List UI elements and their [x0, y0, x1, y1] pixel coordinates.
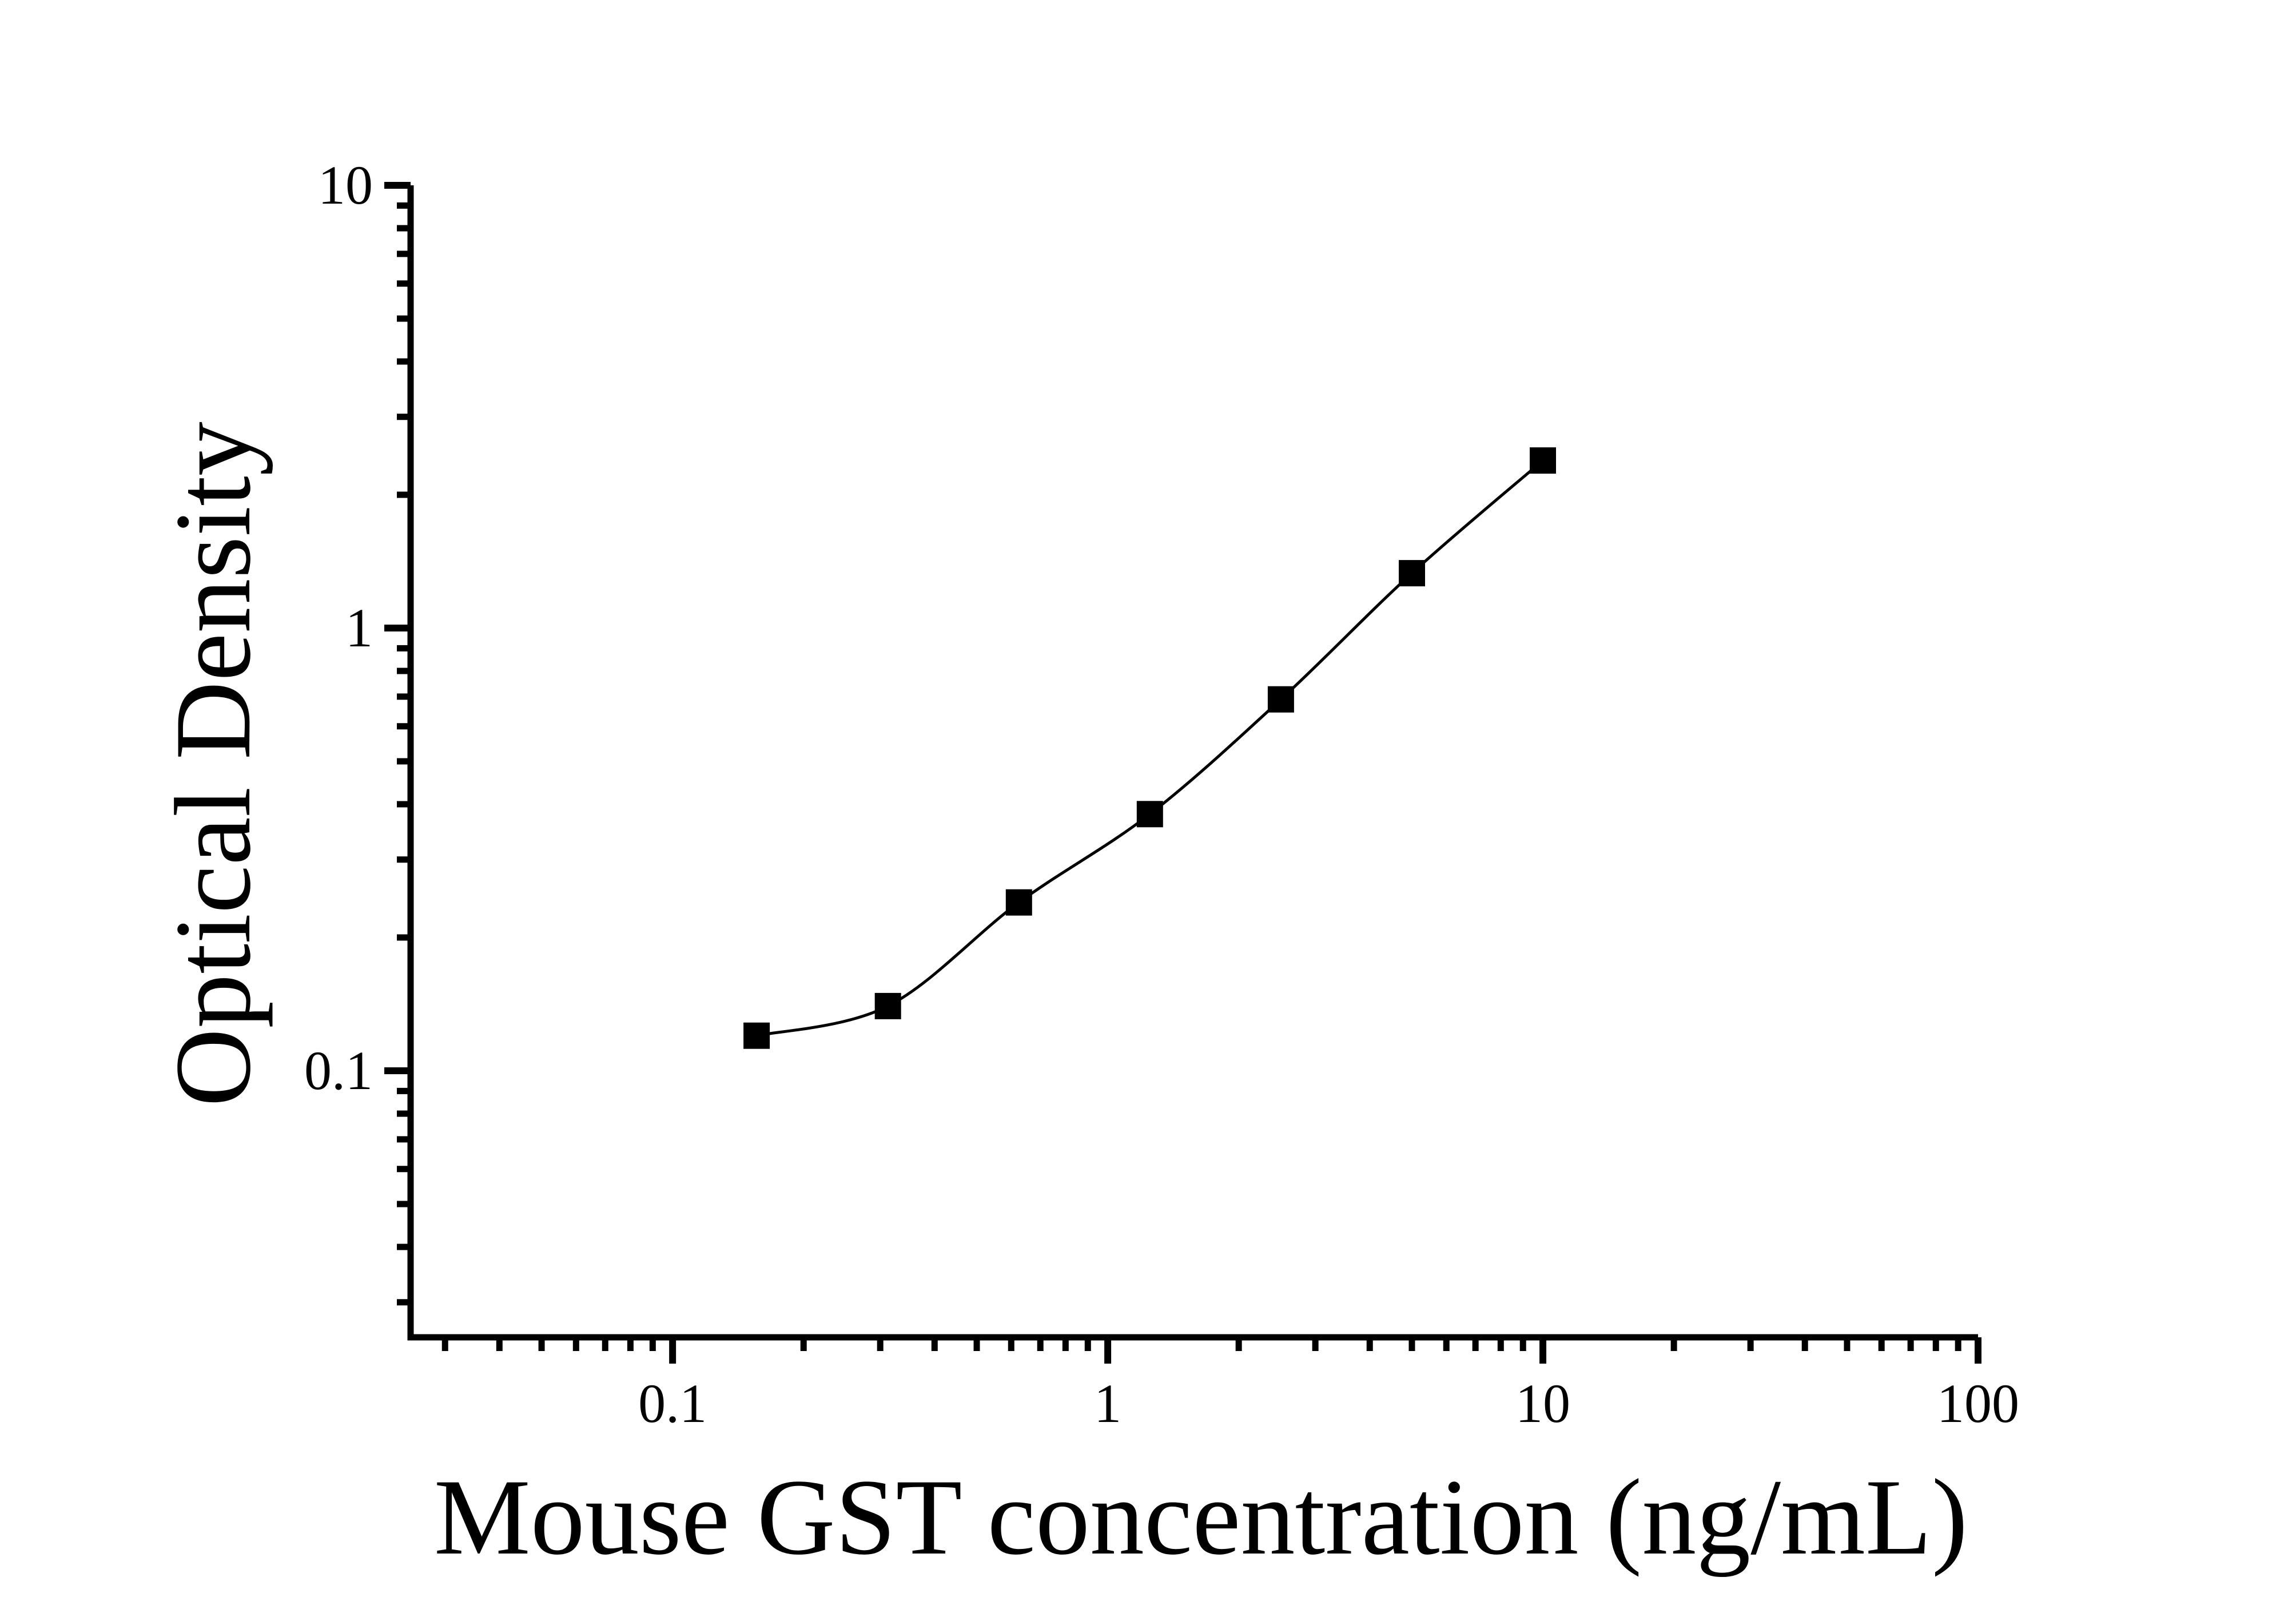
x-tick-label: 10: [1515, 1373, 1570, 1434]
y-tick-label: 1: [345, 597, 373, 658]
series-layer: [743, 447, 1556, 1049]
y-ticks: [384, 182, 411, 1306]
data-point-marker: [1136, 801, 1163, 828]
data-point-marker: [743, 1022, 770, 1049]
fit-curve: [756, 459, 1544, 1038]
data-point-marker: [874, 992, 901, 1019]
data-point-marker: [1005, 889, 1032, 916]
x-tick-label: 100: [1937, 1373, 2019, 1434]
plot-area: 0.1 1 10 100 10 1 0.1: [304, 154, 2019, 1434]
x-tick-label: 1: [1094, 1373, 1121, 1434]
data-point-marker: [1267, 686, 1294, 713]
x-tick-labels: 0.1 1 10 100: [638, 1373, 2019, 1434]
axis-spine: [407, 185, 1978, 1341]
y-tick-label: 0.1: [304, 1040, 373, 1101]
data-point-marker: [1399, 560, 1425, 587]
y-tick-label: 10: [318, 154, 373, 216]
x-ticks: [441, 1337, 1981, 1364]
x-tick-label: 0.1: [638, 1373, 707, 1434]
y-axis-title: Optical Density: [153, 422, 273, 1107]
y-tick-labels: 10 1 0.1: [304, 154, 373, 1101]
axes: [407, 185, 1978, 1341]
x-axis-title: Mouse GST concentration (ng/mL): [434, 1457, 1968, 1578]
data-point-marker: [1530, 447, 1556, 474]
